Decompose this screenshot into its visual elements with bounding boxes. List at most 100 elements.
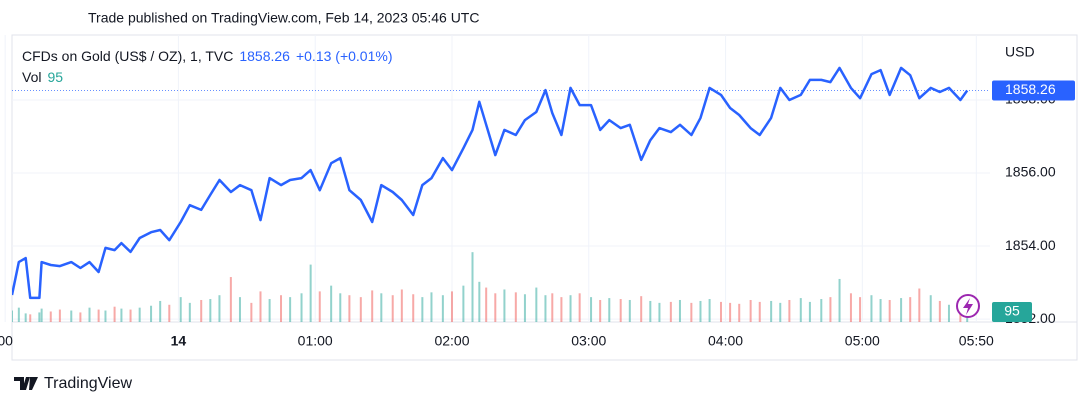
volume-bar	[478, 281, 481, 322]
volume-bar	[300, 293, 303, 322]
frame	[11, 34, 1078, 361]
vol-legend: Vol 95	[22, 69, 69, 85]
volume-bar	[29, 314, 32, 322]
volume-bar	[669, 301, 672, 322]
y-tick-label: 1856.00	[1005, 164, 1056, 180]
volume-bar	[749, 299, 752, 322]
volume-bar	[330, 285, 333, 322]
volume-bar	[97, 309, 100, 322]
price-line	[12, 66, 969, 300]
volume-bar	[359, 297, 362, 322]
volume-bar	[159, 300, 162, 322]
volume-bars	[12, 252, 969, 322]
symbol: CFDs on Gold (US$ / OZ), 1, TVC	[22, 48, 234, 64]
vol-last: 95	[47, 69, 64, 85]
brand: TradingView	[44, 375, 132, 392]
volume-bar	[17, 307, 20, 322]
volume-bar	[560, 297, 563, 322]
volume-bar	[200, 299, 203, 322]
volume-bar	[808, 301, 811, 322]
volume-bar	[138, 307, 141, 322]
volume-bar	[129, 309, 132, 322]
volume-bar	[24, 313, 27, 322]
volume-bar	[503, 289, 506, 322]
volume-bar	[870, 295, 873, 322]
volume-bar	[391, 295, 394, 322]
volume-bar	[909, 297, 912, 322]
x-tick-label: 00	[0, 333, 13, 349]
volume-bar	[113, 306, 116, 322]
volume-bar	[348, 295, 351, 322]
volume-bar	[450, 291, 453, 322]
volume-bar	[430, 292, 433, 322]
volume-bar	[578, 293, 581, 322]
volume-bar	[649, 300, 652, 322]
volume-bar	[70, 310, 73, 322]
y-tick-label: 1854.00	[1005, 237, 1056, 253]
volume-bar	[259, 291, 262, 322]
volume-bar	[608, 298, 611, 322]
volume-bar	[168, 304, 171, 322]
published: Trade published on TradingView.com, Feb …	[88, 10, 479, 26]
volume-bar	[462, 285, 465, 322]
volume-bar	[421, 297, 424, 322]
volume-bar	[49, 311, 52, 322]
x-tick-label: 05:50	[959, 333, 994, 349]
volume-bar	[309, 264, 312, 322]
volume-bar	[485, 287, 488, 322]
volume-bar	[535, 287, 538, 322]
volume-bar	[40, 308, 43, 322]
volume-bar	[849, 293, 852, 322]
volume-bar	[658, 302, 661, 322]
volume-bar	[380, 293, 383, 322]
volume-bar	[104, 310, 107, 322]
price-badge	[992, 80, 1075, 101]
volume-bar	[250, 302, 253, 322]
vol-badge	[992, 302, 1032, 322]
volume-bar	[938, 300, 941, 322]
volume-bar	[799, 298, 802, 322]
lightning	[963, 298, 973, 315]
volume-bar	[758, 301, 761, 322]
vol-badge-label: 95	[1004, 303, 1020, 319]
volume-bar	[640, 296, 643, 322]
volume-bar	[599, 299, 602, 322]
x-tick-label: 03:00	[571, 333, 606, 349]
volume-bar	[947, 304, 950, 322]
volume-bar	[120, 308, 123, 322]
volume-bar	[838, 278, 841, 322]
volume-bar	[770, 300, 773, 322]
x-tick-label: 01:00	[298, 333, 333, 349]
volume-bar	[888, 299, 891, 322]
volume-bar	[514, 292, 517, 322]
volume-bar	[218, 295, 221, 322]
volume-bar	[79, 312, 82, 322]
volume-bar	[523, 294, 526, 322]
volume-bar	[318, 291, 321, 322]
currency: USD	[1005, 44, 1035, 60]
volume-bar	[38, 312, 41, 322]
volume-bar	[494, 293, 497, 322]
legend: CFDs on Gold (US$ / OZ), 1, TVC 1858.26 +0…	[22, 48, 398, 64]
volume-bar	[412, 294, 415, 322]
volume-bar	[729, 302, 732, 322]
volume-bar	[88, 307, 91, 322]
volume-bar	[829, 297, 832, 322]
x-tick-label: 05:00	[845, 333, 880, 349]
axes: 1852.001854.001856.001858.00001401:0002:…	[0, 91, 1056, 349]
volume-bar	[569, 295, 572, 322]
volume-bar	[779, 302, 782, 322]
volume-bar	[590, 297, 593, 322]
volume-bar	[544, 295, 547, 322]
volume-bar	[268, 299, 271, 322]
volume-bar	[900, 298, 903, 322]
x-tick-label: 02:00	[434, 333, 469, 349]
volume-bar	[12, 310, 13, 322]
volume-bar	[400, 289, 403, 322]
volume-bar	[738, 303, 741, 322]
volume-bar	[859, 297, 862, 322]
logo	[14, 377, 38, 390]
volume-bar	[678, 299, 681, 322]
